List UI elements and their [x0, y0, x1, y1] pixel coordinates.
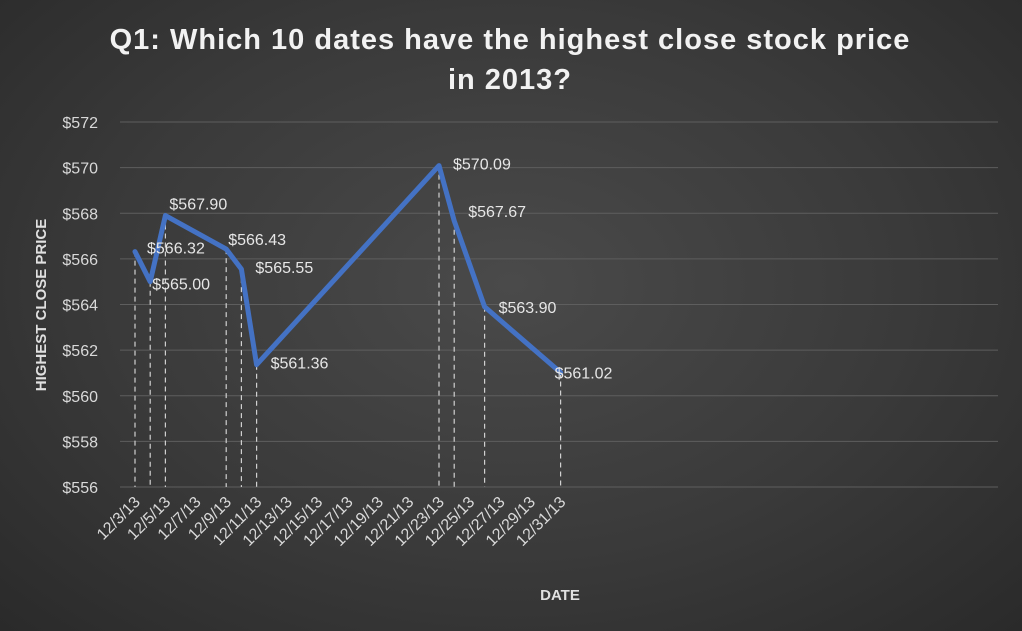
data-labels: $566.32 $565.00 $567.90 $566.43 $565.55 $561.… [147, 157, 613, 383]
chart-title: Q1: Which 10 dates have the highest clos… [109, 24, 911, 96]
x-axis-ticks: 12/3/1312/5/1312/7/1312/9/1312/11/1312/1… [94, 494, 569, 550]
data-label: $566.32 [147, 241, 205, 258]
data-label: $565.55 [255, 260, 313, 277]
y-axis-title: HIGHEST CLOSE PRICE [33, 219, 50, 392]
y-tick-label: $572 [62, 115, 98, 132]
y-tick-label: $556 [62, 480, 98, 497]
series-line [132, 163, 564, 375]
data-label: $567.67 [468, 204, 526, 221]
y-axis-ticks: $556 $558 $560 $562 $564 $566 $568 $570 $572 [62, 115, 98, 497]
data-label: $563.90 [499, 300, 557, 317]
data-label: $567.90 [169, 197, 227, 214]
y-tick-label: $564 [62, 298, 98, 315]
data-label: $561.02 [555, 365, 613, 382]
y-tick-label: $562 [62, 343, 98, 360]
y-tick-label: $558 [62, 434, 98, 451]
y-tick-label: $568 [62, 206, 98, 223]
y-tick-label: $560 [62, 389, 98, 406]
data-label: $561.36 [271, 356, 329, 373]
gridlines [120, 121, 998, 488]
data-label: $565.00 [152, 277, 210, 294]
data-label: $570.09 [453, 157, 511, 174]
x-axis-title: DATE [540, 587, 580, 604]
series-polyline [132, 163, 564, 375]
y-tick-label: $566 [62, 252, 98, 269]
y-tick-label: $570 [62, 161, 98, 178]
drop-lines [134, 165, 562, 487]
data-label: $566.43 [228, 232, 286, 249]
